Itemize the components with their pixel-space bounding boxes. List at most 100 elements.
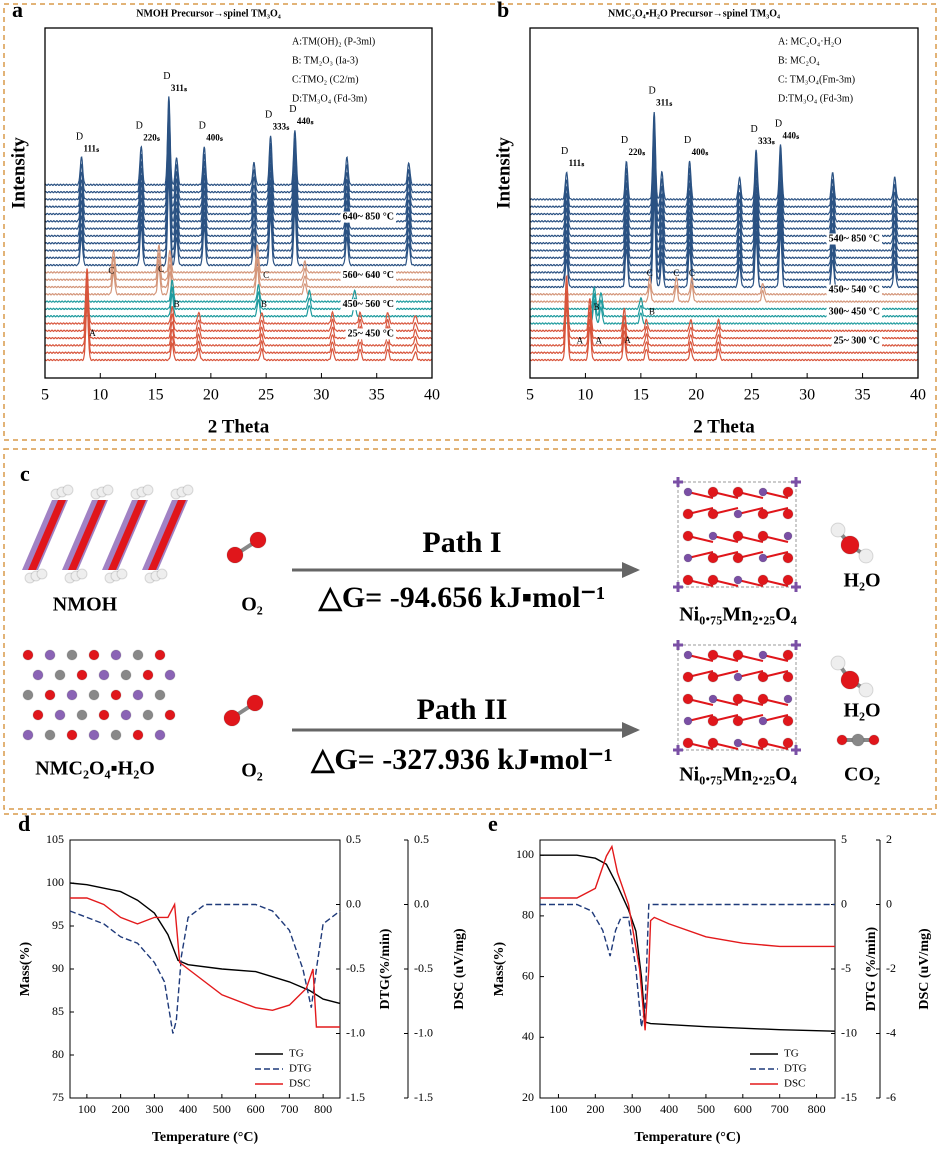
x-tick-label: 300 [145,1102,163,1116]
xrd-trace [44,290,433,347]
bond [762,491,789,499]
atom [76,568,88,580]
energy: △G= -327.936 kJ▪mol⁻¹ [310,743,612,776]
atom [733,575,743,585]
y-tick-label: 100 [46,875,64,889]
bond [712,698,739,706]
atom [76,709,88,721]
phase-mark: B [174,299,180,309]
peak-letter: D [136,121,143,132]
atom [154,729,166,741]
xrd-trace [529,169,919,260]
xrd-trace [44,147,433,238]
y-axis-label: Mass(%) [18,941,33,996]
peak-letter: D [289,104,296,115]
corner-atom [791,745,801,755]
legend-entry: A:TM(OH)₂ (P-3ml) [292,36,375,47]
y-axis-label: Mass(%) [492,941,507,996]
atom [757,530,769,542]
atom [682,574,694,586]
group-label: 640~ 850 °C [343,212,394,223]
peak-letter: D [76,132,83,143]
bond [737,670,764,678]
panel-label: d [18,811,30,836]
xrd-trace [44,132,433,223]
atom [683,650,693,660]
legend-entry: DTG [289,1063,312,1075]
phase-mark: A [624,335,631,345]
atom [32,709,44,721]
x-tick-label: 25 [744,387,760,404]
atom [156,568,168,580]
atom [732,715,744,727]
xrd-trace [44,265,433,296]
legend-entry: D:TM₃O₄ (Fd-3m) [778,93,853,104]
legend-entry: DSC [784,1078,805,1090]
legend-entry: DTG [784,1063,807,1075]
phase-mark: C [647,268,653,278]
peak-index: 111ₛ [569,158,586,168]
atom [707,671,719,683]
peak-letter: D [265,110,272,121]
y-tick-label: 85 [52,1004,64,1018]
x-tick-label: 100 [549,1102,567,1116]
bond [762,714,789,722]
atom [182,484,194,496]
label-bg [340,211,396,223]
peak-index: 333ₛ [758,136,776,146]
y-tick-label: 60 [522,968,534,982]
atom [757,508,769,520]
legend-entry: B: MC₂O₄ [778,55,820,66]
phase-mark: A [89,328,96,338]
reactant: NMC₂O₄▪H₂O [35,758,155,780]
panel-label: b [497,0,509,22]
x-tick-label: 600 [734,1102,752,1116]
y-tick-label: 20 [522,1090,534,1104]
peak-letter: D [163,71,170,82]
atom [732,649,744,661]
corner-atom [673,582,683,592]
xrd-trace [44,297,433,355]
bond [687,491,714,499]
oxidant: O₂ [241,594,263,616]
y-axis-label: DSC (uV/mg) [917,928,932,1010]
x-tick-label: 800 [808,1102,826,1116]
atom [782,649,794,661]
phase-mark: B [261,299,267,309]
peak-index: 400ₛ [206,132,224,142]
atom [840,535,860,555]
atom [226,546,244,564]
atom [868,734,880,746]
x-tick-label: 15 [148,387,164,404]
atom [732,530,744,542]
atom [683,716,693,726]
y2-tick-label: -1.0 [346,1025,365,1039]
y2-tick-label: 5 [841,832,847,846]
x-tick-label: 15 [633,387,649,404]
layer [68,500,106,570]
atom [44,649,56,661]
series-line [540,854,836,1032]
plot-frame [529,27,919,379]
atom [110,729,122,741]
peak-index: 220ₛ [143,132,161,142]
y2-tick-label: 0.0 [346,896,361,910]
byproduct: H₂O [843,570,880,592]
bond [687,654,714,662]
atom [851,733,865,747]
xrd-trace [529,191,919,282]
atom [782,737,794,749]
bond [762,654,789,662]
bond [737,579,764,587]
y3-tick-label: -4 [886,1025,896,1039]
arrow-head [622,562,640,578]
atom [116,568,128,580]
legend-entry: TG [289,1048,304,1060]
corner-atom [791,477,801,487]
atom [682,530,694,542]
y-axis-label: Intensity [8,137,29,209]
atom [732,486,744,498]
atom [782,508,794,520]
atom [683,553,693,563]
